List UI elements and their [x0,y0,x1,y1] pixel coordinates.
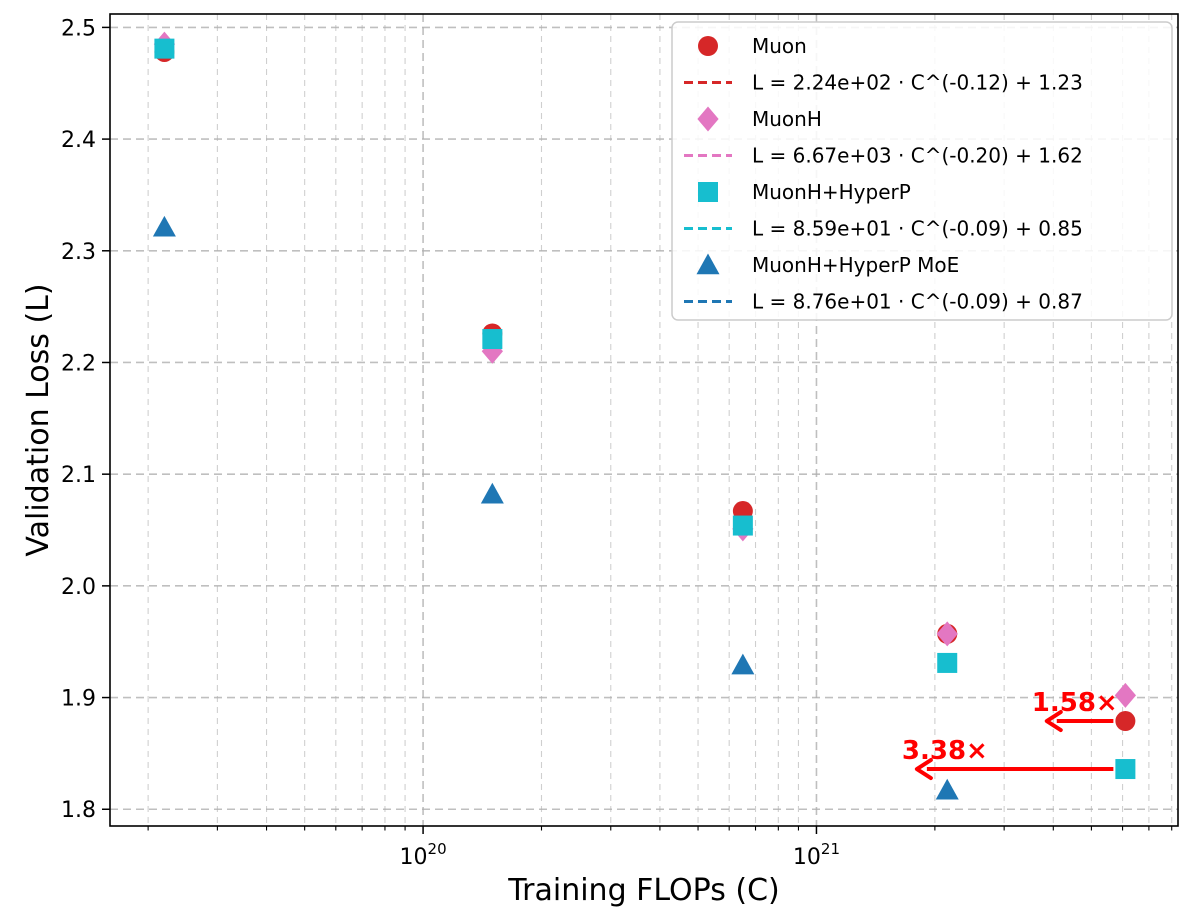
data-point-square [937,652,958,673]
y-tick-label: 2.5 [61,16,96,41]
y-tick-label: 2.2 [61,351,96,376]
data-point-square [1115,759,1136,780]
legend-fit-label: L = 2.24e+02 · C^(-0.12) + 1.23 [752,71,1083,95]
y-tick-label: 2.1 [61,463,96,488]
annotation-arrow-head [1044,710,1063,733]
data-point-circle [1115,711,1136,732]
y-tick-label: 1.8 [61,798,96,823]
data-point-triangle [480,482,504,504]
data-point-diamond [1114,682,1137,708]
legend-fit-label: L = 8.76e+01 · C^(-0.09) + 0.87 [752,290,1083,314]
data-point-square [732,515,753,536]
data-markers [152,31,1137,800]
x-tick-label: 1020 [400,840,447,870]
x-tick-label: 1021 [793,840,840,870]
data-point-square [482,329,503,350]
x-axis-label: Training FLOPs (C) [507,873,780,908]
y-tick-label: 2.4 [61,128,96,153]
legend-marker-square [698,182,718,202]
legend-box [671,21,1173,321]
legend-marker-diamond [697,106,719,132]
legend-label: MuonH [752,107,822,131]
y-axis-label: Validation Loss (L) [21,283,56,556]
legend-fit-label: L = 6.67e+03 · C^(-0.20) + 1.62 [752,144,1083,168]
data-point-square [154,38,175,59]
legend-label: Muon [752,34,807,58]
axis-ticks: 1020 1021 1.8 1.9 2.0 2.1 2.2 2.3 2.4 2.5 [61,16,1173,870]
annotation-arrow-head [914,758,933,781]
legend-fit-label: L = 8.59e+01 · C^(-0.09) + 0.85 [752,217,1083,241]
legend-label: MuonH+HyperP [752,180,911,204]
legend-marker-circle [698,36,718,56]
legend-label: MuonH+HyperP MoE [752,253,959,277]
annotation-label: 3.38× [902,736,988,766]
plot-frame [109,13,1179,827]
y-tick-label: 2.3 [61,240,96,265]
y-tick-label: 1.9 [61,687,96,712]
data-point-triangle [152,215,176,237]
legend-marker-triangle [696,253,720,275]
data-point-triangle [731,653,755,675]
y-tick-label: 2.0 [61,575,96,600]
annotation-label: 1.58× [1032,688,1118,718]
data-point-diamond [936,621,958,647]
data-point-triangle [935,778,959,800]
speedup-annotations: 1.58× 3.38× [902,688,1118,781]
legend: Muon L = 2.24e+02 · C^(-0.12) + 1.23 MuonH… [671,21,1173,321]
